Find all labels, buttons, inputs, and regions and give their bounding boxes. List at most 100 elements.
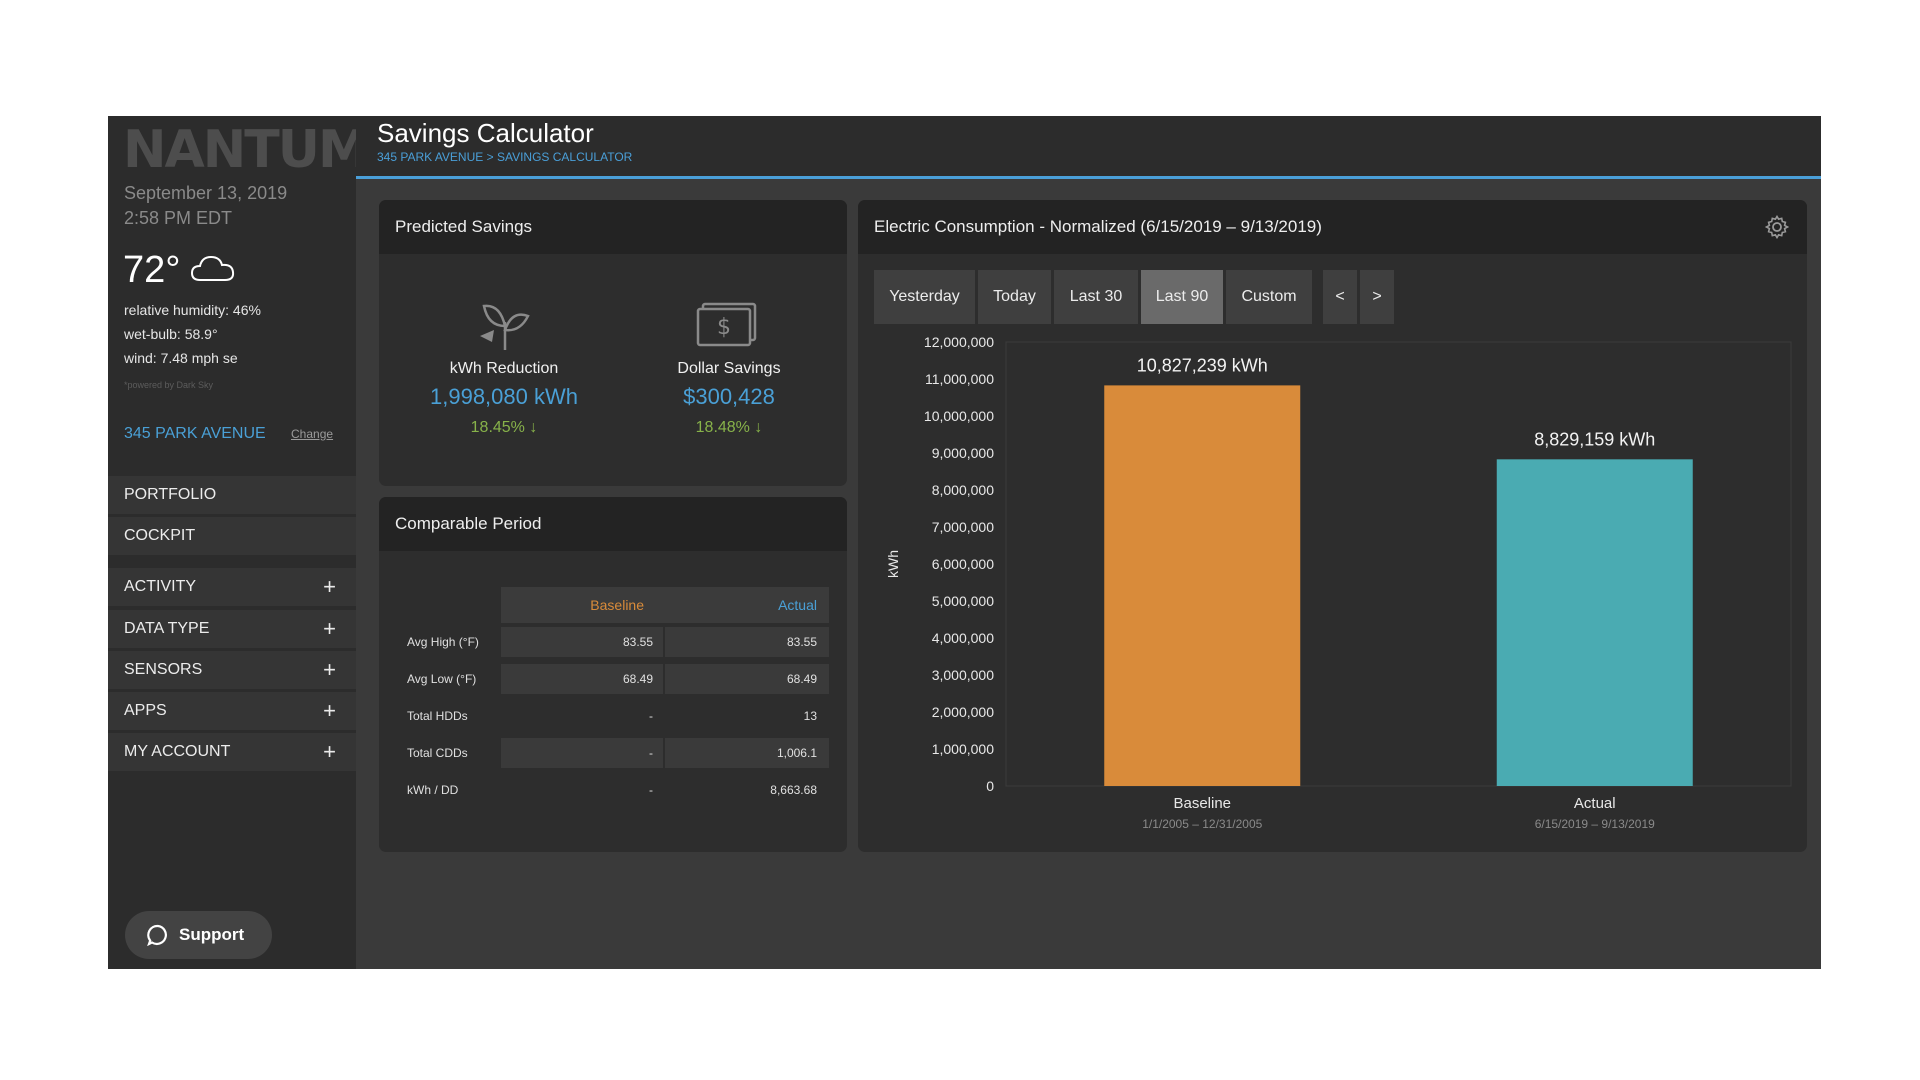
sidebar: NANTUM September 13, 2019 2:58 PM EDT 72… (108, 116, 370, 969)
plus-icon[interactable]: + (323, 739, 336, 764)
time-text: 2:58 PM EDT (124, 208, 233, 228)
y-tick-label: 2,000,000 (932, 704, 994, 720)
baseline-cell: - (649, 746, 653, 760)
baseline-cell: - (649, 709, 653, 723)
table-row: kWh / DD - 8,663.68 (395, 775, 829, 805)
chart-title: Electric Consumption - Normalized (6/15/… (874, 217, 1322, 236)
panel-title: Predicted Savings (379, 200, 847, 254)
table-header: Baseline Actual (501, 587, 829, 623)
svg-text:$: $ (717, 315, 731, 340)
x-tick-sublabel: 1/1/2005 – 12/31/2005 (1142, 817, 1262, 831)
dollar-savings-kpi: Dollar Savings $300,428 18.48% ↓ (629, 360, 829, 437)
actual-cell: 1,006.1 (776, 746, 817, 760)
x-tick-sublabel: 6/15/2019 – 9/13/2019 (1535, 817, 1655, 831)
x-tick-label: Actual (1574, 795, 1616, 812)
y-tick-label: 10,000,000 (924, 408, 994, 424)
next-button[interactable]: > (1360, 270, 1394, 324)
kpi-percent-value: 18.45% (470, 419, 525, 436)
row-label: Avg Low (°F) (407, 672, 477, 686)
nav-data-type[interactable]: DATA TYPE + (108, 610, 356, 648)
tab-yesterday[interactable]: Yesterday (874, 270, 975, 324)
row-label: kWh / DD (407, 783, 459, 797)
nav-label: MY ACCOUNT (124, 743, 231, 760)
nav-sensors[interactable]: SENSORS + (108, 651, 356, 689)
y-tick-label: 3,000,000 (932, 667, 994, 683)
x-tick-label: Baseline (1173, 795, 1231, 812)
tab-custom[interactable]: Custom (1226, 270, 1312, 324)
wet-bulb: wet-bulb: 58.9° (124, 326, 218, 342)
kpi-label: Dollar Savings (677, 360, 781, 377)
wind: wind: 7.48 mph se (124, 350, 238, 366)
predicted-savings-panel: Predicted Savings kWh Reduction 1,998,08… (379, 200, 847, 486)
baseline-cell: - (649, 783, 653, 797)
plus-icon[interactable]: + (323, 698, 336, 723)
panel-title: Comparable Period (379, 497, 847, 551)
panel-title: Electric Consumption - Normalized (6/15/… (858, 200, 1807, 254)
date-text: September 13, 2019 (124, 183, 288, 203)
nav-label: SENSORS (124, 661, 203, 678)
header: Savings Calculator 345 PARK AVENUE > SAV… (356, 116, 1821, 179)
y-tick-label: 7,000,000 (932, 519, 994, 535)
actual-cell: 83.55 (786, 635, 817, 649)
y-tick-label: 11,000,000 (925, 371, 994, 387)
electric-consumption-panel: Electric Consumption - Normalized (6/15/… (858, 200, 1807, 852)
kpi-value: $300,428 (683, 384, 775, 409)
logo: NANTUM (123, 120, 370, 180)
plus-icon[interactable]: + (323, 657, 336, 682)
y-tick-label: 12,000,000 (924, 334, 994, 350)
arrow-down-icon: ↓ (529, 419, 538, 436)
y-tick-label: 6,000,000 (932, 556, 994, 572)
nav-portfolio[interactable]: PORTFOLIO (108, 476, 356, 514)
nav-cockpit[interactable]: COCKPIT (108, 517, 356, 555)
consumption-chart: 0 1,000,000 2,000,000 3,000,000 4,000,000 5,0… (885, 334, 1792, 831)
app-window: NANTUM September 13, 2019 2:58 PM EDT 72… (108, 116, 1821, 969)
support-button[interactable]: Support (125, 911, 272, 959)
bar (1496, 459, 1693, 786)
bar-data-label: 8,829,159 kWh (1534, 429, 1655, 449)
kpi-percent-value: 18.48% (695, 419, 750, 436)
kpi-percent: 18.45% ↓ (404, 419, 604, 437)
cloud-icon (190, 255, 235, 281)
breadcrumb[interactable]: 345 PARK AVENUE > SAVINGS CALCULATOR (377, 150, 633, 164)
kpi-value: 1,998,080 kWh (430, 384, 578, 409)
humidity: relative humidity: 46% (124, 302, 261, 318)
page-title: Savings Calculator (377, 118, 594, 148)
tab-today[interactable]: Today (978, 270, 1051, 324)
chat-bubble-icon (147, 924, 167, 946)
powered-by: *powered by Dark Sky (124, 380, 214, 390)
bar-data-label: 10,827,239 kWh (1137, 355, 1268, 375)
kpi-label: kWh Reduction (449, 360, 559, 377)
row-label: Avg High (°F) (407, 635, 479, 649)
comparable-period-panel: Comparable Period Baseline Actual Avg Hi… (379, 497, 847, 852)
tab-last-90[interactable]: Last 90 (1141, 270, 1223, 324)
plus-icon[interactable]: + (323, 616, 336, 641)
gear-icon[interactable] (1765, 215, 1789, 239)
nav-label: APPS (124, 702, 167, 719)
row-label: Total HDDs (407, 709, 468, 723)
tab-last-30[interactable]: Last 30 (1054, 270, 1138, 324)
actual-cell: 8,663.68 (770, 783, 817, 797)
prev-button[interactable]: < (1323, 270, 1357, 324)
y-tick-label: 8,000,000 (932, 482, 994, 498)
table-row: Avg Low (°F) 68.49 68.49 (395, 664, 829, 694)
nav-label: DATA TYPE (124, 620, 210, 637)
table-row: Total HDDs - 13 (395, 701, 829, 731)
kwh-reduction-kpi: kWh Reduction 1,998,080 kWh 18.45% ↓ (404, 360, 604, 437)
table-row: Total CDDs - 1,006.1 (395, 738, 829, 768)
nav-activity[interactable]: ACTIVITY + (108, 568, 356, 606)
y-tick-label: 9,000,000 (932, 445, 994, 461)
kpi-percent: 18.48% ↓ (629, 419, 829, 437)
nav-my-account[interactable]: MY ACCOUNT + (108, 733, 356, 771)
temperature: 72° (123, 249, 181, 291)
change-building-link[interactable]: Change (291, 427, 334, 441)
plot-frame (1005, 341, 1792, 787)
y-axis-label: kWh (885, 550, 901, 578)
y-tick-label: 5,000,000 (932, 593, 994, 609)
bar (1104, 385, 1301, 786)
actual-cell: 13 (803, 709, 817, 723)
plus-icon[interactable]: + (323, 574, 336, 599)
building-name[interactable]: 345 PARK AVENUE (124, 425, 266, 442)
nav-apps[interactable]: APPS + (108, 692, 356, 730)
y-tick-label: 1,000,000 (932, 741, 994, 757)
col-baseline: Baseline (590, 597, 644, 613)
